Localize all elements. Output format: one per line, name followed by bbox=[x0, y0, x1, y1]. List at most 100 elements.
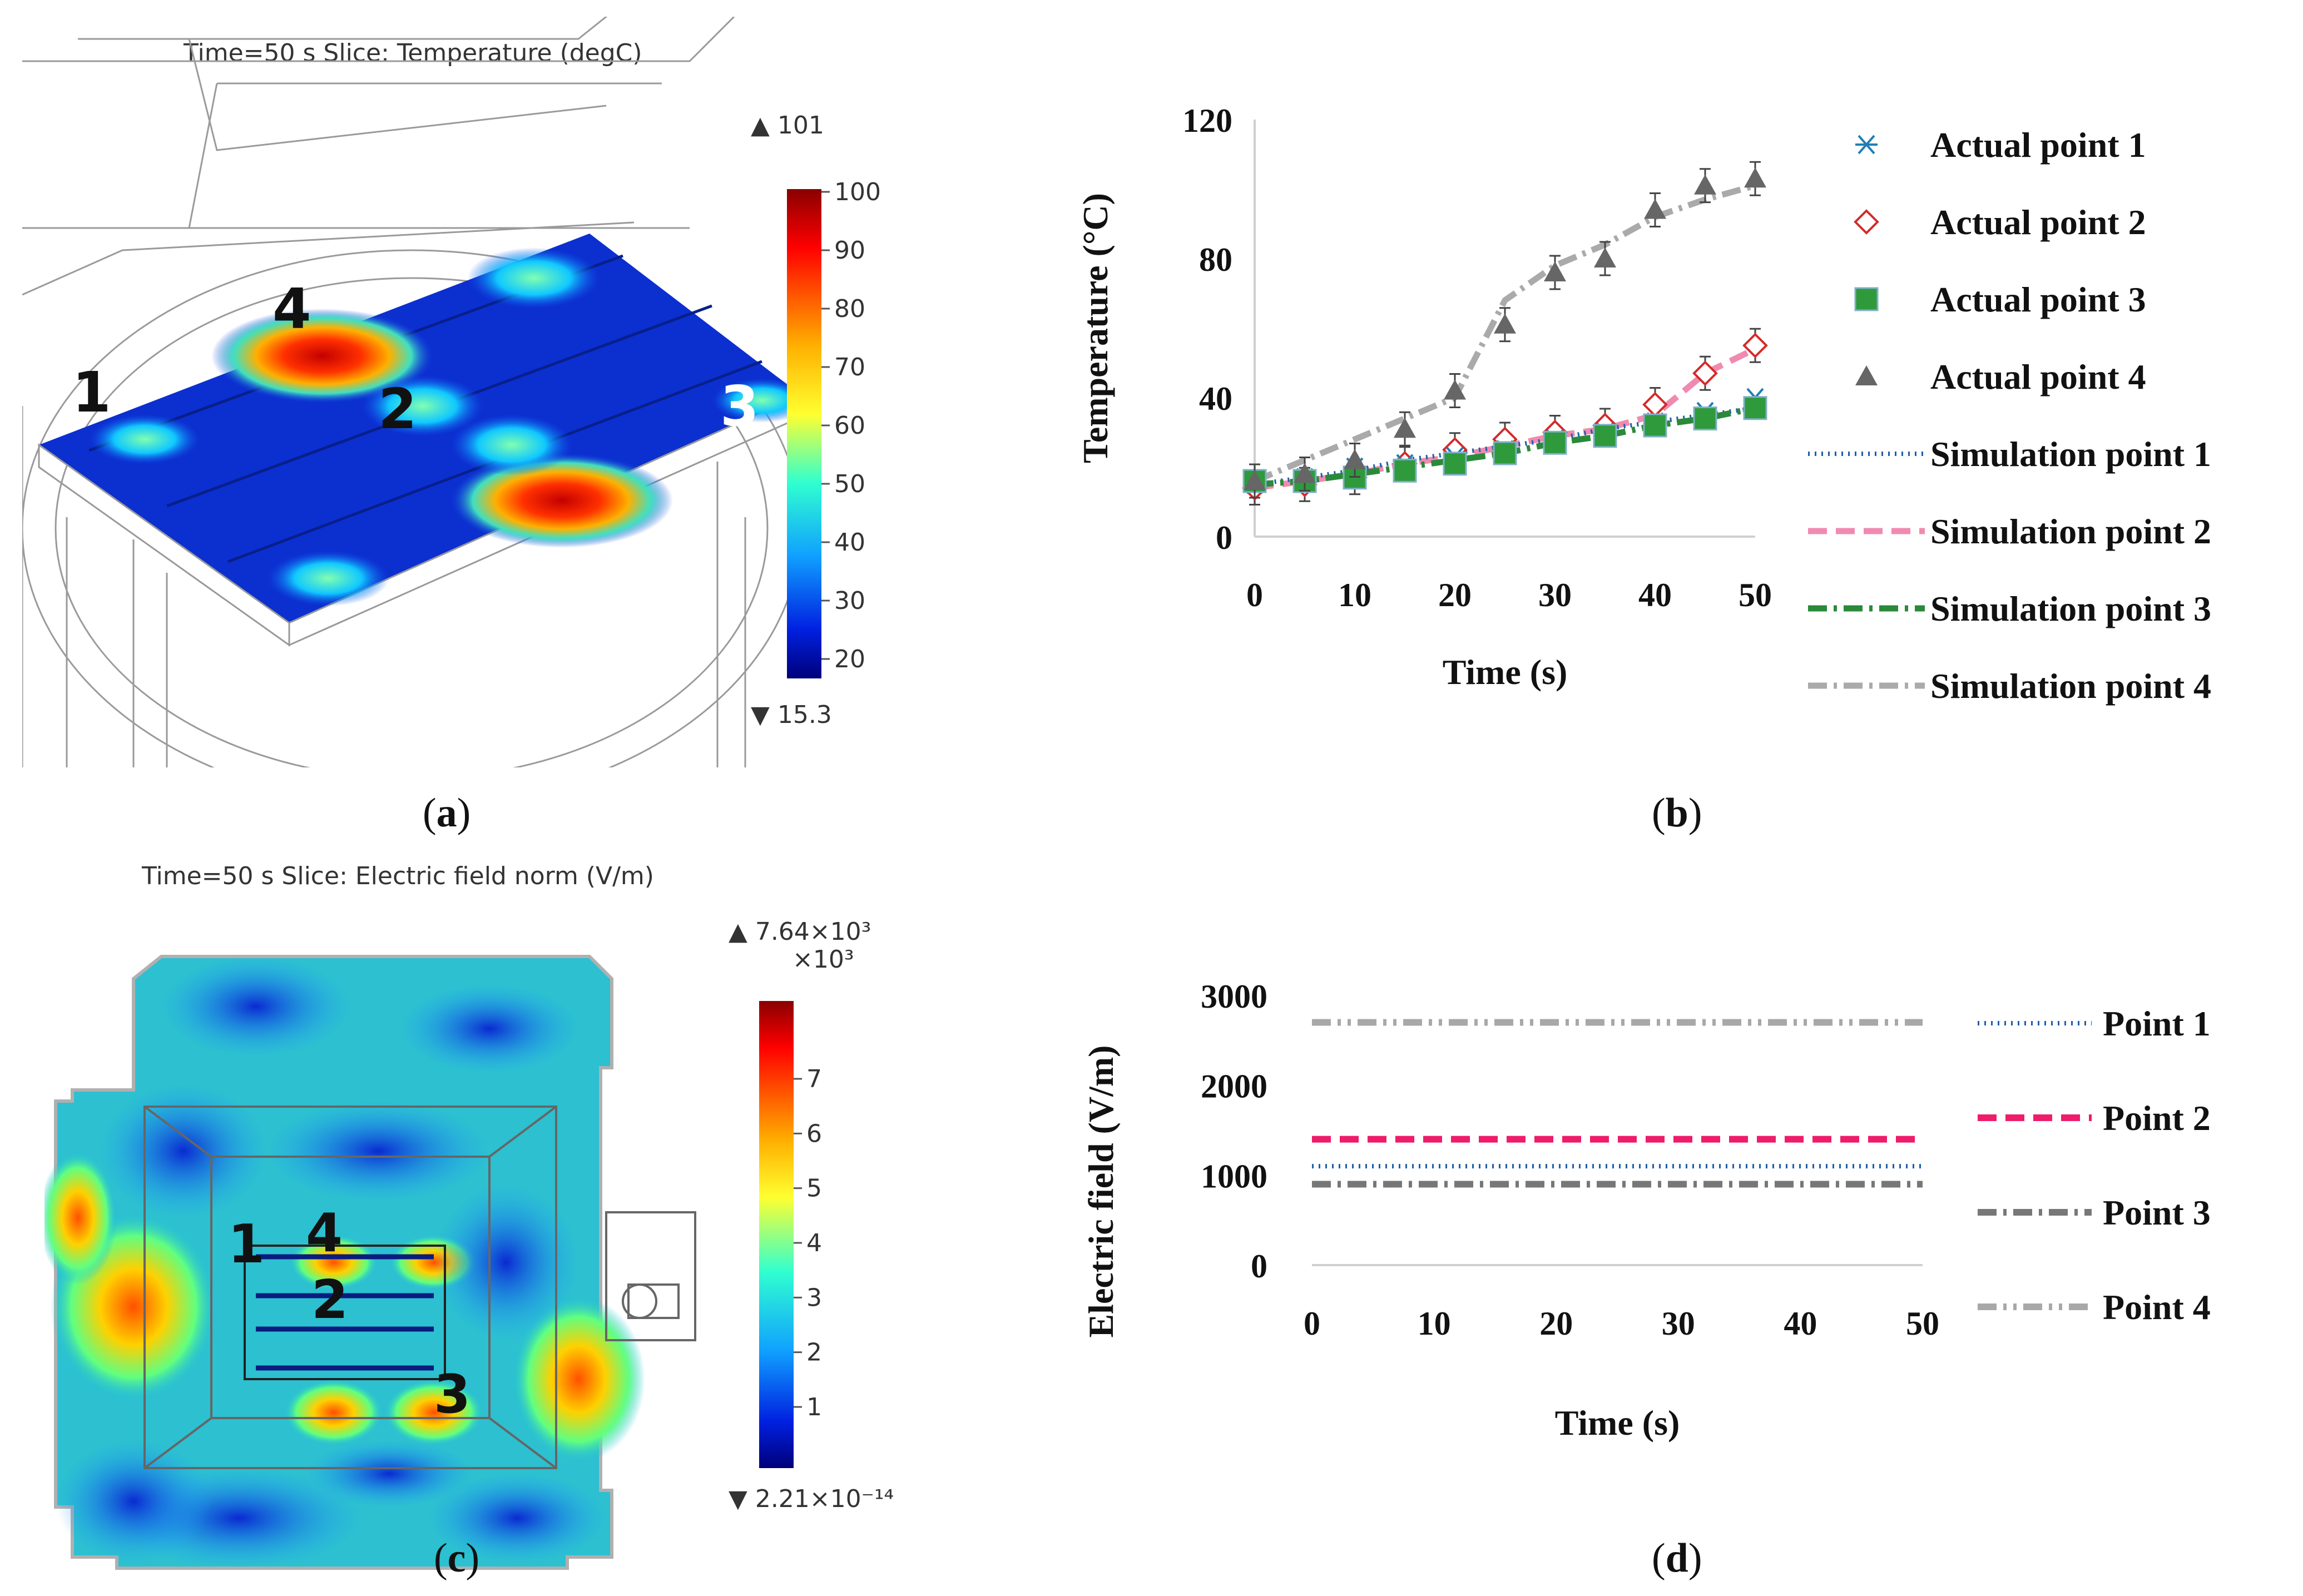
x-tick-label: 40 bbox=[1638, 577, 1672, 613]
temperature-chart: 0 40 80 120 0 10 20 30 40 50 Time (s) Temperature (… bbox=[1076, 102, 2211, 706]
panel-a-title: Time=50 s Slice: Temperature (degC) bbox=[184, 39, 642, 67]
x-tick-label: 10 bbox=[1338, 577, 1371, 613]
x-tick-label: 10 bbox=[1418, 1305, 1451, 1342]
electric-field-slice-render: 1 2 3 4 bbox=[44, 955, 696, 1570]
colorbar-max: ▲ 101 bbox=[751, 111, 824, 140]
colorbar-min: ▼ 15.3 bbox=[751, 701, 832, 729]
colorbar-ticks: 7 6 5 4 3 2 1 bbox=[794, 1065, 822, 1421]
actual-point-3-point bbox=[1643, 413, 1667, 438]
actual-point-4-point bbox=[1544, 261, 1566, 281]
caption-a: (a) bbox=[423, 790, 471, 836]
colorbar-tick-label: 5 bbox=[806, 1174, 822, 1203]
legend: Point 1 Point 2 Point 3 Point 4 bbox=[1978, 1004, 2211, 1327]
electric-field-chart: 0 1000 2000 3000 0 10 20 30 40 50 Time (s) Electric… bbox=[1081, 978, 2211, 1443]
actual-point-4-point bbox=[1694, 174, 1716, 195]
point-label-1: 1 bbox=[228, 1214, 265, 1275]
heated-slab bbox=[38, 234, 801, 647]
colorbar-tick-label: 1 bbox=[806, 1393, 822, 1421]
x-tick-label: 30 bbox=[1662, 1305, 1695, 1342]
actual-point-4-point bbox=[1344, 449, 1366, 469]
actual-point-3-point bbox=[1393, 458, 1417, 483]
colorbar-tick-label: 70 bbox=[834, 353, 865, 381]
legend-label-point-3: Point 3 bbox=[2103, 1193, 2211, 1232]
x-tick-label: 50 bbox=[1906, 1305, 1939, 1342]
simulation-point-4-line bbox=[1253, 182, 1756, 484]
actual-point-3-point bbox=[1693, 407, 1717, 430]
actual-point-4-point bbox=[1594, 247, 1616, 267]
actual-point-3-point bbox=[1443, 452, 1467, 476]
colorbar-ticks: 100 90 80 70 60 50 40 30 20 bbox=[821, 178, 881, 673]
simulation-point-4-series bbox=[1253, 182, 1756, 484]
y-axis-title: Temperature (°C) bbox=[1076, 193, 1115, 463]
legend-swatch-actual-point-2 bbox=[1854, 209, 1879, 235]
colorbar-tick-label: 3 bbox=[806, 1283, 822, 1312]
legend-label-point-1: Point 1 bbox=[2103, 1004, 2211, 1043]
field-intensity-blobs bbox=[44, 956, 645, 1568]
colorbar-tick-label: 60 bbox=[834, 412, 865, 440]
x-axis-title: Time (s) bbox=[1443, 652, 1568, 692]
legend-swatch-actual-point-3 bbox=[1854, 287, 1879, 311]
y-tick-label: 80 bbox=[1199, 241, 1232, 278]
actual-point-4-point bbox=[1244, 470, 1266, 490]
colorbar-tick-label: 40 bbox=[834, 528, 865, 557]
actual-point-3-point bbox=[1743, 396, 1767, 420]
colorbar-tick-label: 7 bbox=[806, 1065, 822, 1093]
legend-label-actual-point-1: Actual point 1 bbox=[1930, 125, 2146, 165]
simulation-point-2-series bbox=[1254, 346, 1757, 491]
actual-point-4-point bbox=[1644, 199, 1666, 219]
legend-label-simulation-point-1: Simulation point 1 bbox=[1930, 434, 2211, 474]
x-tick-label: 30 bbox=[1538, 577, 1572, 613]
y-tick-label: 40 bbox=[1199, 380, 1232, 417]
y-tick-label: 0 bbox=[1251, 1248, 1267, 1285]
x-tick-label: 20 bbox=[1539, 1305, 1573, 1342]
point-label-2: 2 bbox=[378, 376, 417, 442]
colorbar-scale: ×10³ bbox=[793, 945, 854, 974]
colorbar-tick-label: 4 bbox=[806, 1229, 822, 1257]
x-tick-label: 0 bbox=[1246, 577, 1263, 613]
legend-label-simulation-point-3: Simulation point 3 bbox=[1930, 589, 2211, 628]
colorbar-tick-label: 100 bbox=[834, 178, 881, 206]
actual-point-2-point bbox=[1642, 391, 1668, 418]
x-tick-label: 40 bbox=[1784, 1305, 1817, 1342]
actual-point-3-point bbox=[1493, 441, 1517, 465]
point-label-4: 4 bbox=[306, 1203, 343, 1264]
temperature-colorbar: ▲ 101 100 90 80 70 60 50 40 30 20 ▼ 15.3 bbox=[751, 111, 881, 729]
caption-b: (b) bbox=[1652, 790, 1702, 836]
electric-field-colorbar: ▲ 7.64×10³ ×10³ 7 6 5 4 3 2 1 ▼ 2.21×10⁻¹⁴ bbox=[729, 918, 894, 1513]
y-tick-label: 0 bbox=[1216, 519, 1232, 556]
point-label-3: 3 bbox=[434, 1364, 470, 1425]
legend-label-point-2: Point 2 bbox=[2103, 1098, 2211, 1138]
y-tick-label: 120 bbox=[1182, 102, 1232, 139]
colorbar-tick-label: 20 bbox=[834, 645, 865, 673]
actual-point-2-point bbox=[1692, 360, 1718, 386]
point-label-4: 4 bbox=[273, 276, 311, 341]
oven-wireframe bbox=[22, 17, 801, 767]
legend-swatch-actual-point-1 bbox=[1855, 135, 1878, 155]
legend-label-point-4: Point 4 bbox=[2103, 1287, 2211, 1327]
x-tick-label: 0 bbox=[1304, 1305, 1320, 1342]
temperature-slice-render: 1 2 3 4 bbox=[22, 17, 801, 767]
colorbar-tick-label: 90 bbox=[834, 236, 865, 265]
x-tick-label: 50 bbox=[1739, 577, 1772, 613]
colorbar-tick-label: 80 bbox=[834, 295, 865, 323]
colorbar-min: ▼ 2.21×10⁻¹⁴ bbox=[729, 1485, 894, 1513]
y-tick-label: 1000 bbox=[1201, 1158, 1267, 1194]
colorbar-tick-label: 50 bbox=[834, 470, 865, 498]
y-axis-title: Electric field (V/m) bbox=[1081, 1045, 1121, 1338]
legend-swatch-actual-point-4 bbox=[1855, 365, 1878, 385]
point-label-3: 3 bbox=[720, 374, 759, 439]
actual-point-4-point bbox=[1444, 379, 1466, 400]
actual-point-4-series bbox=[1244, 161, 1766, 499]
panel-c: Time=50 s Slice: Electric field norm (V/… bbox=[0, 834, 1034, 1596]
caption-c: (c) bbox=[434, 1535, 480, 1581]
colorbar-max: ▲ 7.64×10³ bbox=[729, 918, 871, 946]
caption-d: (d) bbox=[1652, 1535, 1702, 1581]
colorbar-tick-label: 2 bbox=[806, 1339, 822, 1367]
colorbar-tick-label: 30 bbox=[834, 587, 865, 615]
panel-a: Time=50 s Slice: Temperature (degC) bbox=[0, 0, 1034, 836]
panel-c-title: Time=50 s Slice: Electric field norm (V/… bbox=[142, 862, 654, 890]
legend-label-actual-point-4: Actual point 4 bbox=[1930, 357, 2146, 396]
actual-point-3-point bbox=[1543, 430, 1567, 455]
actual-point-4-point bbox=[1744, 167, 1766, 188]
y-tick-label: 2000 bbox=[1201, 1068, 1267, 1105]
